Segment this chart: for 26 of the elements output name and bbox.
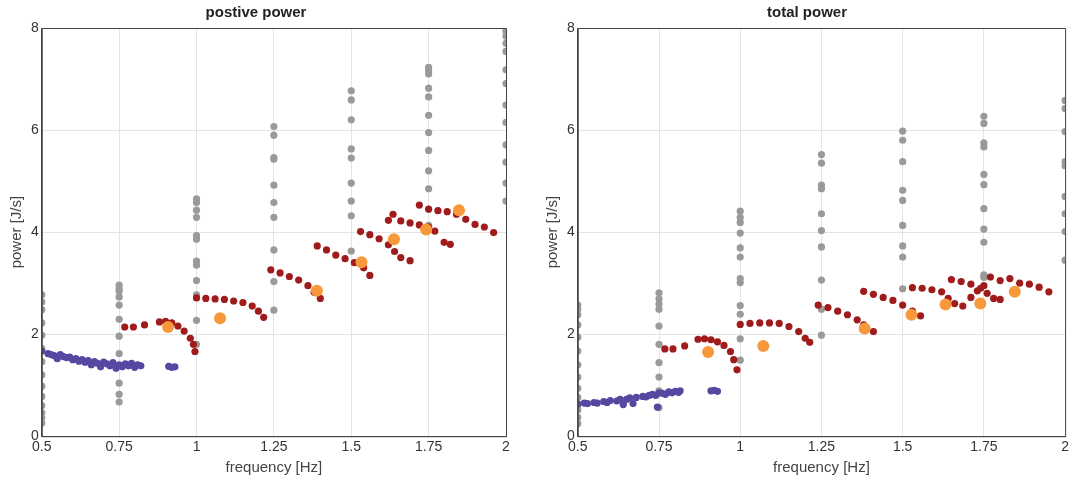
y-tick-label: 6: [566, 120, 575, 137]
y-tick-label: 2: [30, 325, 39, 342]
y-axis-title: power [J/s]: [543, 195, 561, 269]
y-tick-label: 4: [30, 222, 39, 239]
x-tick-label: 1: [192, 438, 201, 455]
y-tick-label: 6: [30, 120, 39, 137]
x-tick-label: 0.75: [645, 438, 673, 455]
x-axis-title: frequency [Hz]: [773, 458, 870, 476]
y-tick-label: 8: [30, 18, 39, 35]
x-tick-label: 1.75: [970, 438, 998, 455]
x-tick-label: 1.5: [892, 438, 913, 455]
x-tick-label: 1.75: [415, 438, 443, 455]
y-tick-label: 8: [566, 18, 575, 35]
chart-title: total power: [766, 3, 848, 21]
x-tick-label: 1.5: [341, 438, 362, 455]
x-tick-label: 1: [736, 438, 745, 455]
chart-title: postive power: [205, 3, 307, 21]
y-tick-label: 2: [566, 325, 575, 342]
x-tick-label: 1.25: [807, 438, 836, 455]
x-tick-label: 0.75: [105, 438, 133, 455]
x-tick-label: 1.25: [260, 438, 288, 455]
y-axis-title: power [J/s]: [7, 195, 25, 269]
x-tick-label: 2: [502, 438, 511, 455]
x-axis-title: frequency [Hz]: [225, 458, 323, 476]
x-tick-label: 2: [1061, 438, 1070, 455]
y-tick-label: 4: [566, 222, 575, 239]
